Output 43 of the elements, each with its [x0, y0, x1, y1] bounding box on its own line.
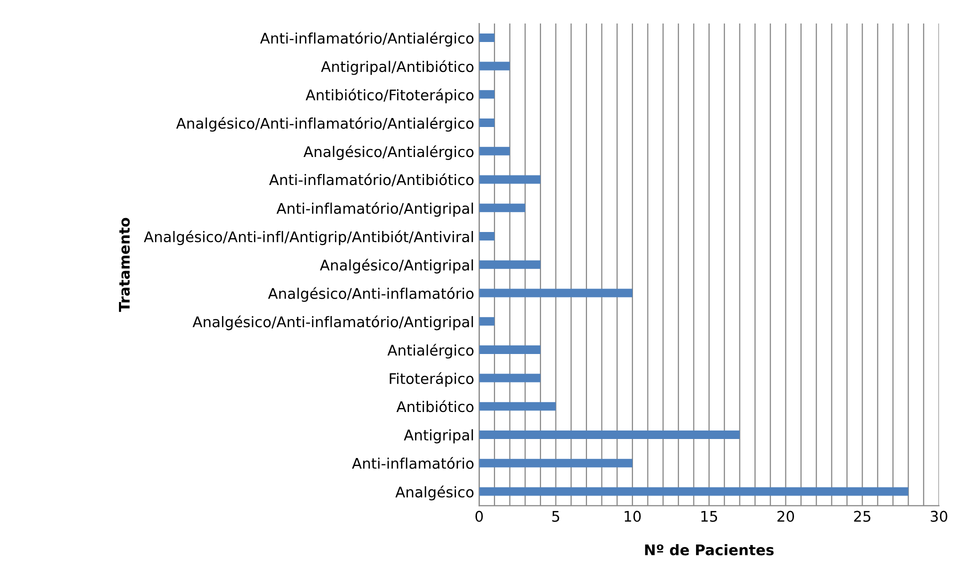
x-tick-label: 20	[777, 510, 794, 522]
x-tick-label: 25	[854, 510, 870, 522]
x-axis-title: Nº de Pacientes	[645, 544, 774, 556]
bar	[479, 317, 494, 326]
x-tick-label: 15	[701, 510, 718, 522]
bar	[479, 374, 540, 382]
y-tick-label: Analgésico/Anti-inflamatório/Antigripal	[192, 315, 473, 330]
y-tick-label: Analgésico	[395, 486, 474, 500]
y-tick-label: Analgésico/Anti-inflamatório	[268, 287, 474, 302]
bar	[479, 458, 632, 468]
bar	[479, 118, 494, 128]
bar	[479, 430, 740, 440]
y-tick-label: Anti-inflamatório	[352, 457, 474, 469]
bar	[479, 175, 540, 184]
bar	[479, 204, 526, 212]
bar	[479, 487, 908, 496]
bar	[479, 62, 510, 70]
y-tick-label: Antibiótico	[396, 400, 474, 412]
bar	[479, 402, 556, 411]
y-tick-label: Analgésico/Anti-inflamatório/Antialérgico	[176, 116, 474, 132]
bar	[479, 232, 494, 240]
y-tick-label: Antigripal/Antibiótico	[321, 60, 474, 75]
bar	[479, 90, 494, 99]
bar	[479, 260, 540, 269]
bar	[479, 33, 494, 42]
x-tick-label: 10	[624, 510, 641, 522]
y-tick-label: Anti-inflamatório/Antigripal	[276, 202, 473, 217]
y-tick-label: Anti-inflamatório/Antialérgico	[260, 32, 474, 47]
y-tick-label: Anti-inflamatório/Antibiótico	[269, 173, 474, 186]
bar	[479, 345, 540, 354]
y-axis-title: Tratamento	[118, 218, 130, 312]
x-tick-label: 30	[930, 510, 948, 522]
x-tick-label: 5	[552, 510, 560, 522]
y-tick-label: Analgésico/Antigripal	[320, 258, 473, 274]
y-tick-label: Antibiótico/Fitoterápico	[306, 88, 474, 104]
y-tick-label: Antialérgico	[387, 344, 474, 359]
bar	[479, 288, 632, 298]
y-tick-label: Antigripal	[404, 429, 473, 444]
y-tick-label: Analgésico/Anti-infl/Antigrip/Antibiót/Antiviral	[144, 230, 473, 246]
x-tick-label: 0	[475, 510, 483, 522]
y-tick-label: Fitoterápico	[390, 372, 474, 387]
y-tick-label: Analgésico/Antialérgico	[304, 145, 474, 160]
bar	[479, 146, 510, 156]
